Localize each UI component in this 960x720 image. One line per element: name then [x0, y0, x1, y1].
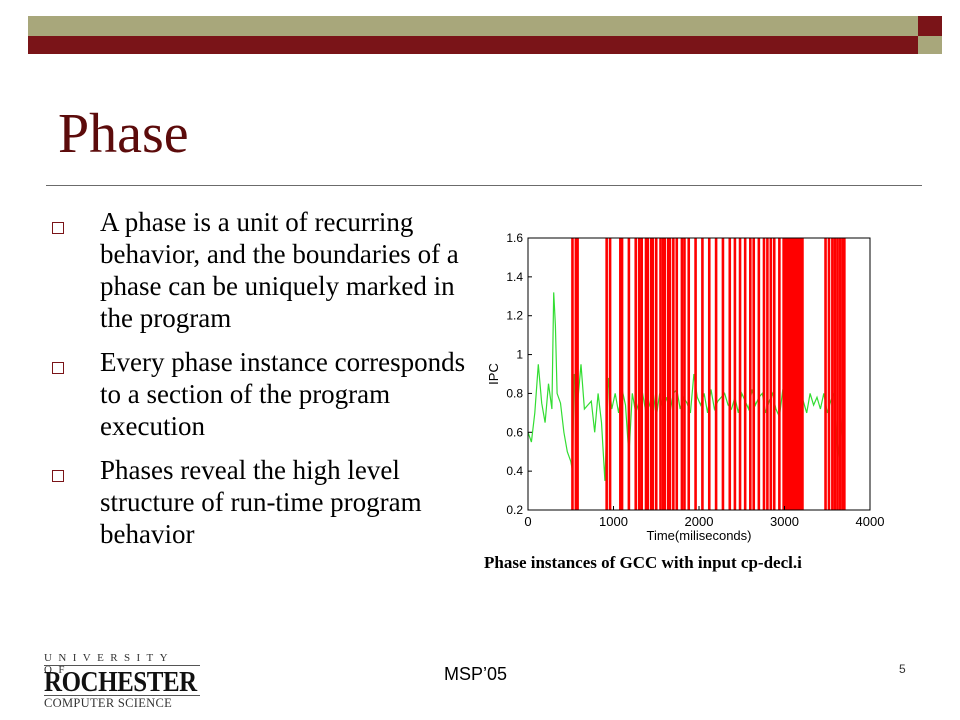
y-tick-label: 0.2: [506, 503, 523, 517]
footer-text: MSP’05: [444, 664, 508, 684]
slide-title: Phase: [58, 103, 189, 165]
y-tick-label: 1: [516, 348, 523, 362]
header-corner-square-maroon: [918, 16, 942, 36]
y-tick-label: 0.8: [506, 386, 523, 400]
bullet-item: A phase is a unit of recurring behavior,…: [50, 206, 480, 334]
x-axis-label: Time(miliseconds): [647, 528, 752, 543]
header-bar-olive: [28, 16, 918, 36]
header-corner-square-olive: [918, 36, 942, 54]
bullet-list: A phase is a unit of recurring behavior,…: [50, 206, 480, 562]
y-tick-label: 1.4: [506, 270, 523, 284]
x-tick-label: 4000: [856, 514, 885, 529]
y-tick-label: 1.2: [506, 309, 523, 323]
phase-chart: 0.2 0.4 0.6 0.8 1 1.2 1.4 1.6 0 1000 2000 3000 4000 T…: [470, 220, 896, 550]
logo-rule-bottom: [44, 695, 200, 696]
page-number: 5: [899, 662, 906, 676]
logo-rochester-text: ROCHESTER: [44, 666, 197, 698]
university-logo: UNIVERSITY OF ROCHESTER COMPUTER SCIENCE: [44, 652, 204, 710]
bullet-item: Every phase instance corresponds to a se…: [50, 346, 480, 442]
bullet-text: Every phase instance corresponds to a se…: [100, 347, 466, 441]
y-tick-label: 0.6: [506, 425, 523, 439]
x-tick-label: 2000: [685, 514, 714, 529]
bullet-square-icon: [52, 222, 64, 234]
x-tick-label: 0: [524, 514, 531, 529]
bullet-square-icon: [52, 470, 64, 482]
title-divider: [46, 185, 922, 186]
plot-area: [528, 238, 870, 510]
bullet-square-icon: [52, 362, 64, 374]
x-tick-label: 3000: [770, 514, 799, 529]
logo-university-text: UNIVERSITY OF: [44, 652, 174, 676]
logo-rule-top: [44, 665, 200, 666]
bullet-text: A phase is a unit of recurring behavior,…: [100, 207, 459, 333]
y-tick-label: 0.4: [506, 464, 523, 478]
bullet-item: Phases reveal the high level structure o…: [50, 454, 480, 550]
logo-cs-text: COMPUTER SCIENCE: [44, 696, 173, 710]
phase-chart-svg: 0.2 0.4 0.6 0.8 1 1.2 1.4 1.6 0 1000 2000 3000 4000 T…: [486, 231, 885, 543]
y-tick-label: 1.6: [506, 231, 523, 245]
x-tick-label: 1000: [599, 514, 628, 529]
header-bar: [28, 16, 942, 54]
chart-caption: Phase instances of GCC with input cp-dec…: [484, 553, 802, 572]
y-axis-label: IPC: [486, 363, 501, 385]
header-bar-maroon: [28, 36, 918, 54]
bullet-text: Phases reveal the high level structure o…: [100, 455, 422, 549]
